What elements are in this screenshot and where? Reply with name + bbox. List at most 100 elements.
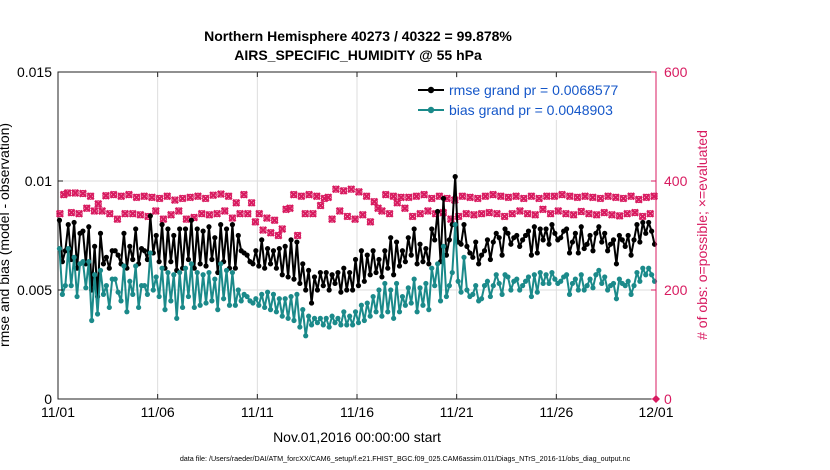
- obs-evaluated-marker: [124, 190, 133, 199]
- obs-possible-marker: [148, 193, 156, 201]
- bias-point: [338, 322, 344, 328]
- rmse-point: [458, 241, 464, 247]
- bias-point: [449, 269, 455, 276]
- rmse-point: [461, 222, 467, 228]
- obs-evaluated-marker: [339, 186, 348, 195]
- rmse-point: [602, 230, 608, 236]
- rmse-point: [514, 232, 520, 239]
- legend-bias-marker: [427, 106, 435, 114]
- rmse-point: [253, 248, 259, 254]
- bias-point: [320, 322, 326, 328]
- obs-evaluated-marker: [347, 185, 356, 194]
- obs-possible-marker: [608, 211, 616, 219]
- obs-evaluated-marker: [121, 209, 130, 218]
- bias-point: [458, 289, 464, 295]
- bias-point: [396, 309, 403, 315]
- obs-possible-marker: [175, 207, 183, 215]
- rmse-point: [212, 235, 218, 241]
- bias-point: [352, 309, 359, 315]
- obs-possible-marker: [309, 210, 317, 218]
- obs-possible-marker: [638, 212, 647, 221]
- obs-possible-marker: [251, 218, 260, 226]
- rmse-point: [405, 235, 411, 241]
- obs-evaluated-marker: [458, 192, 467, 201]
- obs-possible-marker: [167, 211, 175, 219]
- bias-point: [437, 298, 444, 304]
- obs-possible-marker: [339, 187, 348, 195]
- bias-point: [62, 283, 68, 289]
- rmse-point: [396, 263, 403, 269]
- rmse-point: [578, 224, 584, 230]
- obs-evaluated-marker: [136, 210, 145, 219]
- bias-point: [89, 317, 95, 324]
- obs-possible-marker: [508, 210, 516, 218]
- rmse-point: [643, 230, 649, 236]
- rmse-point: [563, 226, 570, 232]
- bias-point: [625, 278, 631, 284]
- obs-evaluated-marker: [565, 192, 574, 201]
- rmse-point: [282, 243, 288, 249]
- rmse-point: [367, 272, 373, 278]
- obs-possible-marker: [612, 193, 620, 201]
- obs-evaluated-marker: [159, 215, 168, 224]
- obs-evaluated-marker: [569, 210, 578, 219]
- bias-point: [391, 315, 397, 321]
- obs-possible-marker: [362, 192, 371, 200]
- obs-evaluated-marker: [98, 206, 107, 215]
- obs-evaluated-marker: [481, 192, 490, 201]
- rmse-point: [159, 222, 165, 228]
- obs-possible-marker: [113, 215, 122, 223]
- bias-point: [470, 291, 476, 297]
- rmse-point: [517, 243, 523, 249]
- obs-possible-marker: [600, 209, 608, 217]
- rmse-point: [352, 256, 359, 263]
- bias-point: [317, 315, 323, 321]
- obs-possible-marker: [382, 191, 390, 199]
- obs-evaluated-marker: [101, 191, 110, 200]
- bias-point: [464, 287, 470, 293]
- obs-possible-marker: [562, 210, 570, 218]
- rmse-point: [276, 245, 282, 252]
- obs-possible-marker: [255, 210, 263, 218]
- bias-point: [229, 269, 236, 276]
- rmse-point: [429, 226, 435, 232]
- rmse-point: [408, 252, 414, 258]
- obs-possible-marker: [504, 193, 513, 201]
- rmse-point: [103, 254, 109, 260]
- bias-point: [215, 307, 221, 313]
- rmse-point: [106, 265, 112, 271]
- rmse-point: [379, 274, 385, 280]
- obs-possible-marker: [155, 194, 164, 203]
- rmse-point: [481, 248, 488, 254]
- obs-evaluated-marker: [147, 193, 156, 202]
- obs-evaluated-marker: [500, 212, 509, 221]
- bias-point: [414, 309, 420, 315]
- obs-evaluated-marker: [623, 209, 632, 218]
- rmse-point: [417, 241, 423, 247]
- obs-evaluated-marker: [228, 214, 237, 223]
- bias-point: [285, 315, 291, 321]
- obs-possible-marker: [566, 192, 574, 200]
- obs-evaluated-marker: [289, 190, 298, 199]
- obs-evaluated-marker: [247, 198, 256, 207]
- x-tick-label: 11/16: [340, 404, 374, 420]
- obs-evaluated-marker: [239, 190, 248, 199]
- obs-evaluated-marker: [308, 209, 317, 218]
- rmse-point: [558, 235, 564, 241]
- bias-point: [631, 283, 637, 289]
- obs-possible-marker: [558, 191, 566, 199]
- bias-point: [297, 324, 303, 330]
- bias-point: [525, 274, 532, 280]
- y-left-tick-label: 0.01: [25, 173, 52, 189]
- obs-possible-marker: [129, 210, 137, 218]
- bias-point: [402, 302, 408, 308]
- bias-point: [130, 291, 136, 297]
- obs-possible-marker: [512, 192, 520, 200]
- rmse-point: [543, 226, 549, 232]
- obs-possible-marker: [106, 210, 114, 218]
- obs-possible-marker: [481, 192, 490, 200]
- obs-possible-marker: [474, 194, 482, 203]
- rmse-point: [97, 230, 104, 236]
- obs-possible-marker: [477, 210, 486, 218]
- bias-point: [314, 320, 321, 326]
